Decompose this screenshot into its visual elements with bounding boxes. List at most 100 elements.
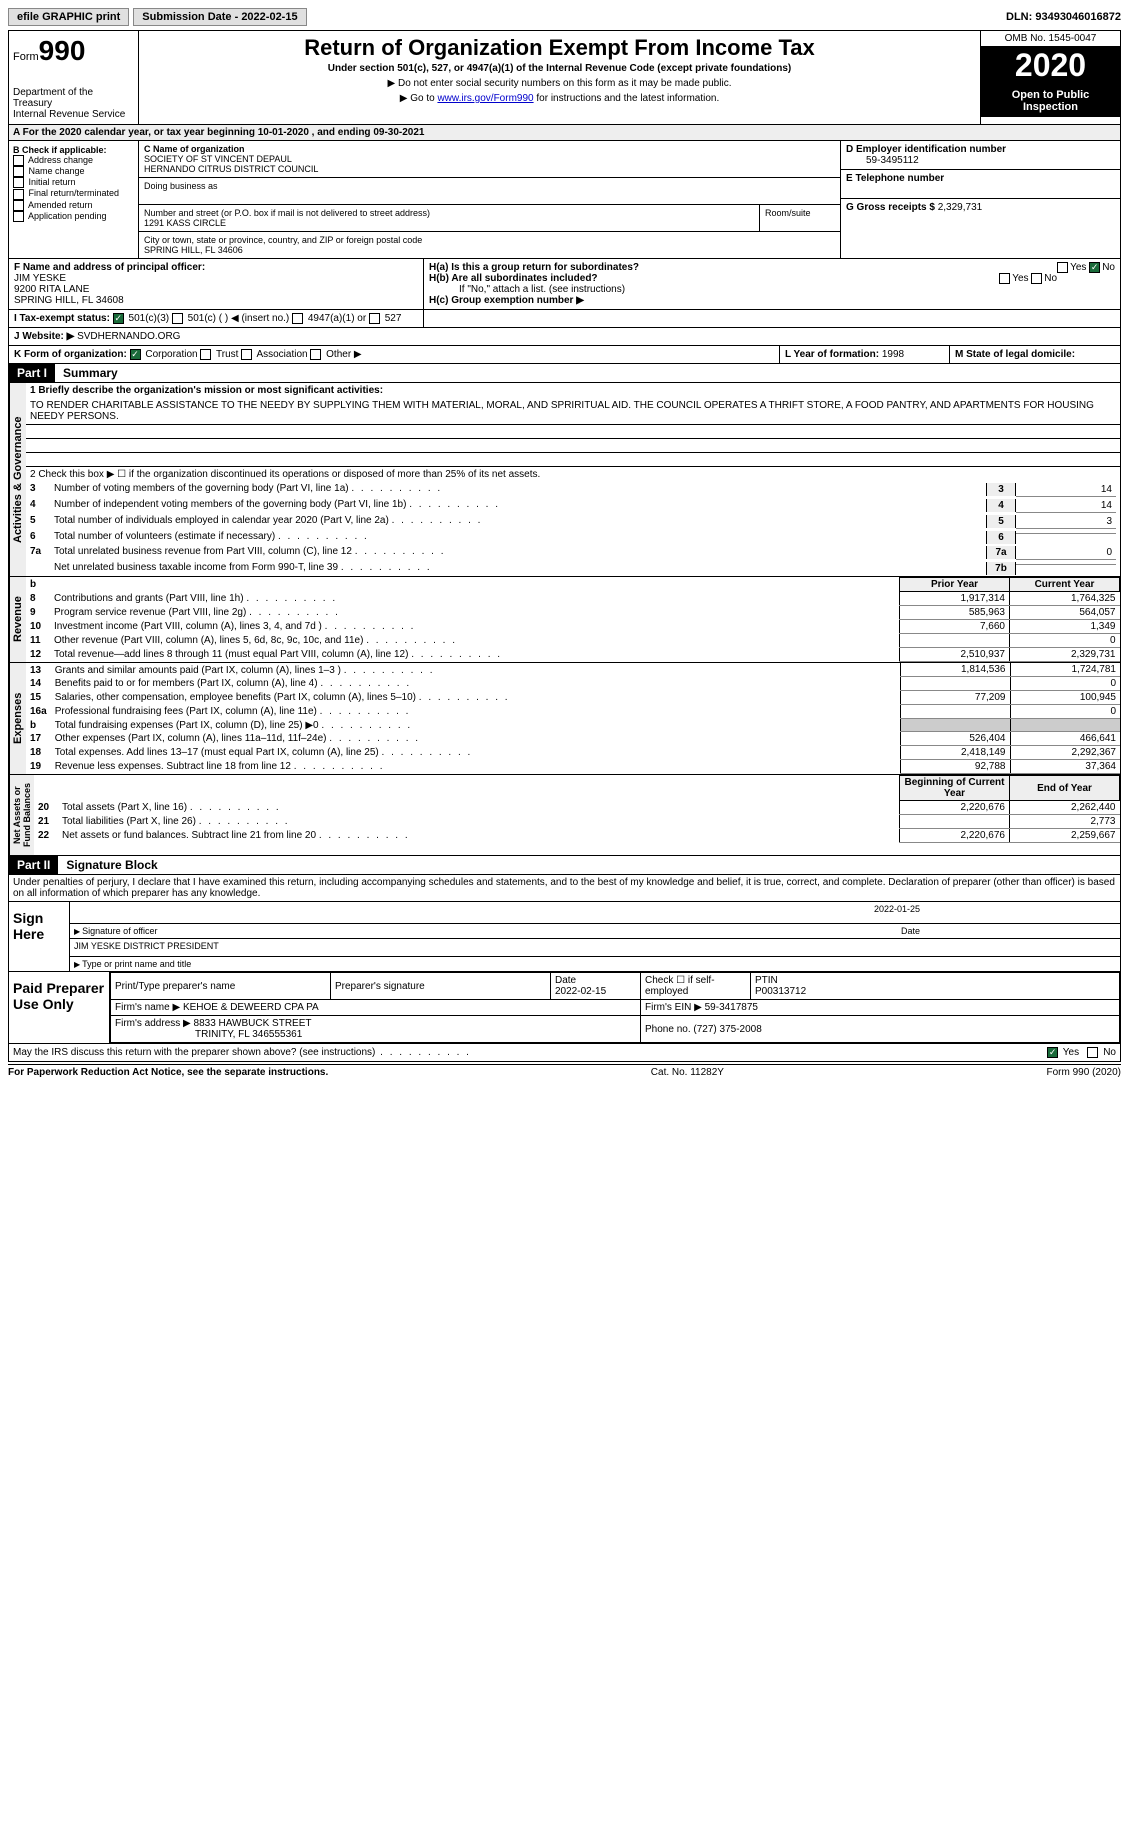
expenses-section: Expenses 13Grants and similar amounts pa…	[8, 663, 1121, 775]
org-name: SOCIETY OF ST VINCENT DEPAUL HERNANDO CI…	[144, 154, 318, 174]
mission-text: TO RENDER CHARITABLE ASSISTANCE TO THE N…	[26, 398, 1120, 425]
penalty-text: Under penalties of perjury, I declare th…	[8, 875, 1121, 902]
box-b-item[interactable]: Application pending	[13, 211, 134, 222]
box-b-item[interactable]: Name change	[13, 166, 134, 177]
officer-addr1: 9200 RITA LANE	[14, 284, 89, 295]
entity-info-grid: B Check if applicable: Address change Na…	[8, 141, 1121, 259]
summary-line: 18Total expenses. Add lines 13–17 (must …	[26, 746, 1120, 760]
revenue-section: Revenue bPrior YearCurrent Year 8Contrib…	[8, 577, 1121, 663]
summary-line: 13Grants and similar amounts paid (Part …	[26, 663, 1120, 677]
firm-addr: 8833 HAWBUCK STREET	[194, 1018, 312, 1029]
may-irs-row: May the IRS discuss this return with the…	[8, 1044, 1121, 1062]
ptin: P00313712	[755, 986, 806, 997]
firm-phone: (727) 375-2008	[693, 1024, 761, 1035]
part1-header: Part I Summary	[8, 364, 1121, 383]
summary-line: 22Net assets or fund balances. Subtract …	[34, 829, 1120, 843]
hb-no-checkbox[interactable]	[1031, 273, 1042, 284]
part2-header: Part II Signature Block	[8, 856, 1121, 875]
irs-yes-checkbox[interactable]: ✓	[1047, 1047, 1058, 1058]
revenue-tab: Revenue	[9, 577, 26, 662]
expenses-tab: Expenses	[9, 663, 26, 774]
page-footer: For Paperwork Reduction Act Notice, see …	[8, 1064, 1121, 1078]
ha-yes-checkbox[interactable]	[1057, 262, 1068, 273]
firm-ein: 59-3417875	[705, 1002, 758, 1013]
header-note-1: ▶ Do not enter social security numbers o…	[143, 78, 976, 89]
officer-sig-name: JIM YESKE DISTRICT PRESIDENT	[74, 941, 219, 951]
gross-receipts: 2,329,731	[938, 202, 983, 213]
form-subtitle: Under section 501(c), 527, or 4947(a)(1)…	[143, 63, 976, 74]
efile-button[interactable]: efile GRAPHIC print	[8, 8, 129, 26]
netassets-tab: Net Assets or Fund Balances	[9, 775, 34, 855]
website-row: J Website: ▶ SVDHERNANDO.ORG	[8, 328, 1121, 346]
501c-checkbox[interactable]	[172, 313, 183, 324]
officer-name: JIM YESKE	[14, 273, 66, 284]
submission-button[interactable]: Submission Date - 2022-02-15	[133, 8, 306, 26]
summary-line: 21Total liabilities (Part X, line 26) 2,…	[34, 815, 1120, 829]
ein: 59-3495112	[846, 155, 919, 166]
sign-here-block: Sign Here 2022-01-25 Signature of office…	[8, 902, 1121, 972]
omb-number: OMB No. 1545-0047	[981, 31, 1120, 47]
summary-line: 9Program service revenue (Part VIII, lin…	[26, 606, 1120, 620]
assoc-checkbox[interactable]	[241, 349, 252, 360]
footer-mid: Cat. No. 11282Y	[651, 1067, 724, 1078]
footer-left: For Paperwork Reduction Act Notice, see …	[8, 1067, 328, 1078]
netassets-section: Net Assets or Fund Balances Beginning of…	[8, 775, 1121, 856]
501c3-checkbox[interactable]: ✓	[113, 313, 124, 324]
line-2: 2 Check this box ▶ ☐ if the organization…	[26, 467, 1120, 482]
gov-line: Net unrelated business taxable income fr…	[26, 561, 1120, 576]
paid-preparer-block: Paid Preparer Use Only Print/Type prepar…	[8, 972, 1121, 1044]
form-title: Return of Organization Exempt From Incom…	[143, 35, 976, 61]
open-inspection: Open to Public Inspection	[981, 85, 1120, 117]
tax-year: 2020	[981, 47, 1120, 85]
header-note-2: ▶ Go to www.irs.gov/Form990 for instruct…	[143, 93, 976, 104]
top-bar: efile GRAPHIC print Submission Date - 20…	[8, 8, 1121, 26]
gov-line: 4Number of independent voting members of…	[26, 498, 1120, 514]
gov-line: 5Total number of individuals employed in…	[26, 514, 1120, 530]
527-checkbox[interactable]	[369, 313, 380, 324]
summary-line: 12Total revenue—add lines 8 through 11 (…	[26, 648, 1120, 662]
status-row: I Tax-exempt status: ✓ 501(c)(3) 501(c) …	[8, 310, 1121, 328]
box-b-item[interactable]: Initial return	[13, 177, 134, 188]
website: SVDHERNANDO.ORG	[77, 331, 180, 342]
box-b-item[interactable]: Amended return	[13, 200, 134, 211]
summary-line: bTotal fundraising expenses (Part IX, co…	[26, 719, 1120, 732]
governance-section: Activities & Governance 1 Briefly descri…	[8, 383, 1121, 577]
officer-h-row: F Name and address of principal officer:…	[8, 259, 1121, 310]
firm-name: KEHOE & DEWEERD CPA PA	[183, 1002, 319, 1013]
gov-line: 7aTotal unrelated business revenue from …	[26, 545, 1120, 561]
form-number: Form990	[13, 35, 134, 67]
irs-no-checkbox[interactable]	[1087, 1047, 1098, 1058]
dln-text: DLN: 93493046016872	[1006, 11, 1121, 23]
ha-no-checkbox[interactable]: ✓	[1089, 262, 1100, 273]
governance-tab: Activities & Governance	[9, 383, 26, 576]
gov-line: 6Total number of volunteers (estimate if…	[26, 530, 1120, 545]
trust-checkbox[interactable]	[200, 349, 211, 360]
4947-checkbox[interactable]	[292, 313, 303, 324]
corp-checkbox[interactable]: ✓	[130, 349, 141, 360]
box-b-item[interactable]: Final return/terminated	[13, 188, 134, 199]
box-b: B Check if applicable: Address change Na…	[9, 141, 139, 258]
summary-line: 20Total assets (Part X, line 16) 2,220,6…	[34, 801, 1120, 815]
form-org-row: K Form of organization: ✓ Corporation Tr…	[8, 346, 1121, 364]
irs-link[interactable]: www.irs.gov/Form990	[437, 93, 533, 104]
hb-yes-checkbox[interactable]	[999, 273, 1010, 284]
street-address: 1291 KASS CIRCLE	[144, 218, 226, 228]
sig-date-val: 2022-01-25	[874, 904, 920, 914]
footer-right: Form 990 (2020)	[1047, 1067, 1121, 1078]
year-formed: 1998	[882, 349, 904, 360]
summary-line: 8Contributions and grants (Part VIII, li…	[26, 592, 1120, 606]
box-b-item[interactable]: Address change	[13, 155, 134, 166]
form-header: Form990 Department of the Treasury Inter…	[8, 30, 1121, 125]
officer-addr2: SPRING HILL, FL 34608	[14, 295, 124, 306]
summary-line: 17Other expenses (Part IX, column (A), l…	[26, 732, 1120, 746]
dept-label: Department of the Treasury Internal Reve…	[13, 87, 134, 120]
summary-line: 16aProfessional fundraising fees (Part I…	[26, 705, 1120, 719]
other-checkbox[interactable]	[310, 349, 321, 360]
line-a: A For the 2020 calendar year, or tax yea…	[8, 125, 1121, 141]
prep-date: 2022-02-15	[555, 986, 606, 997]
summary-line: 14Benefits paid to or for members (Part …	[26, 677, 1120, 691]
gov-line: 3Number of voting members of the governi…	[26, 482, 1120, 498]
summary-line: 15Salaries, other compensation, employee…	[26, 691, 1120, 705]
summary-line: 19Revenue less expenses. Subtract line 1…	[26, 760, 1120, 774]
summary-line: 10Investment income (Part VIII, column (…	[26, 620, 1120, 634]
